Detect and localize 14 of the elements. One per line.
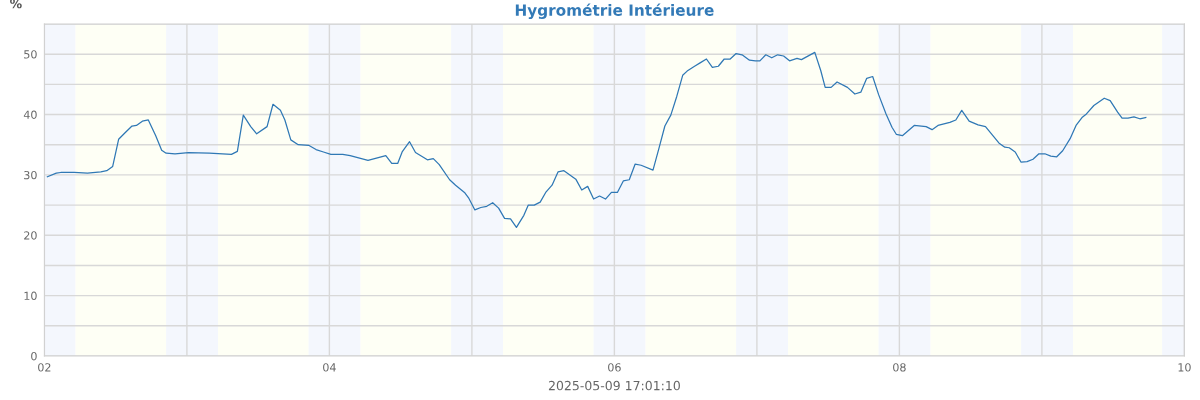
chart-title: Hygrométrie Intérieure xyxy=(515,3,714,19)
y-tick-label: 20 xyxy=(24,231,37,240)
y-tick-label: 30 xyxy=(24,170,37,180)
x-tick-label: 10 xyxy=(1178,363,1191,372)
x-tick-label: 06 xyxy=(608,363,621,372)
y-tick-label: 50 xyxy=(24,50,37,59)
y-tick-label: 40 xyxy=(23,110,37,119)
line-series xyxy=(46,51,1147,229)
x-tick-label: 02 xyxy=(38,363,51,372)
x-tick-label: 08 xyxy=(893,363,906,372)
x-axis-title: 2025-05-09 17:01:10 xyxy=(548,380,680,391)
x-tick-label: 04 xyxy=(323,363,336,372)
y-tick-label: 10 xyxy=(24,291,37,301)
y-tick-label: 0 xyxy=(31,351,37,361)
